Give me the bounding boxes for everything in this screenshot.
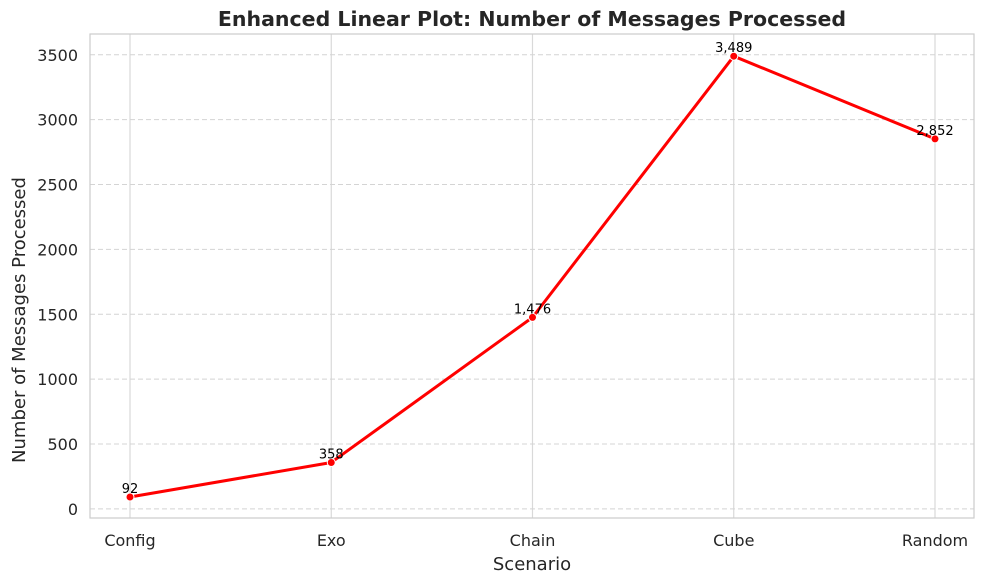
data-label: 358 xyxy=(319,447,344,462)
data-label: 1,476 xyxy=(514,302,551,317)
data-point xyxy=(326,457,336,467)
data-label: 2,852 xyxy=(916,124,953,139)
y-tick-label: 3500 xyxy=(37,46,78,65)
y-tick-label: 0 xyxy=(68,500,78,519)
label-layer: 92 358 1,476 3,489 2,852 xyxy=(122,41,954,497)
x-tick-label: Random xyxy=(902,531,968,550)
x-tick-label: Exo xyxy=(317,531,346,550)
data-point xyxy=(930,134,940,144)
series-layer xyxy=(125,51,940,502)
y-tick-label: 3000 xyxy=(37,111,78,130)
y-axis-label: Number of Messages Processed xyxy=(9,177,30,463)
data-point xyxy=(125,492,135,502)
plot-frame xyxy=(89,33,975,519)
axis-layer: 0 500 1000 1500 2000 2500 3000 3500 Config Exo Cha… xyxy=(37,33,975,550)
x-tick-label: Chain xyxy=(510,531,556,550)
chart-title: Enhanced Linear Plot: Number of Messages… xyxy=(218,7,846,31)
data-label: 3,489 xyxy=(715,41,752,56)
x-tick-label: Config xyxy=(104,531,155,550)
x-tick-label: Cube xyxy=(713,531,754,550)
y-tick-label: 500 xyxy=(47,435,78,454)
grid-layer xyxy=(90,34,974,518)
x-axis-label: Scenario xyxy=(493,554,571,575)
y-tick-label: 2500 xyxy=(37,176,78,195)
y-tick-label: 1000 xyxy=(37,370,78,389)
data-label: 92 xyxy=(122,482,139,497)
y-tick-label: 1500 xyxy=(37,305,78,324)
y-tick-label: 2000 xyxy=(37,240,78,259)
data-point xyxy=(528,312,537,322)
data-point xyxy=(729,51,739,61)
